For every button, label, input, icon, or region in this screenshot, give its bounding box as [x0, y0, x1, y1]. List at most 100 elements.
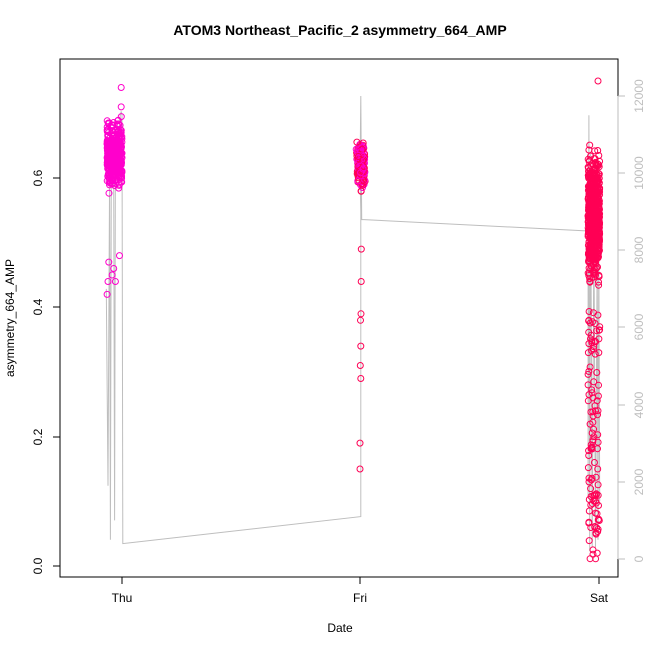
data-point	[585, 193, 592, 201]
right-y-axis: 0 2000 4000 6000 8000 10000 12000	[617, 79, 646, 562]
data-point	[116, 121, 124, 129]
data-point	[585, 308, 593, 315]
data-point	[116, 147, 124, 155]
data-point	[585, 452, 593, 459]
data-point	[594, 528, 602, 535]
data-point	[113, 121, 121, 129]
data-point	[590, 343, 598, 351]
data-point	[118, 172, 126, 180]
data-point	[592, 338, 600, 346]
data-point	[108, 271, 116, 279]
left-y-tick-label-3: 0.6	[31, 169, 45, 186]
data-point	[103, 117, 111, 125]
data-point	[595, 381, 602, 389]
data-point	[591, 166, 599, 174]
data-point	[356, 362, 364, 369]
data-point	[105, 153, 113, 161]
data-point	[356, 465, 364, 473]
data-point	[592, 175, 600, 183]
data-point	[584, 381, 592, 389]
data-point	[590, 165, 598, 173]
data-point	[357, 245, 365, 253]
data-point	[595, 152, 603, 159]
data-point	[591, 203, 599, 211]
data-point	[594, 147, 602, 154]
data-point	[115, 137, 123, 145]
data-point	[104, 161, 112, 169]
data-point	[355, 157, 363, 165]
left-y-tick-label-0: 0.0	[31, 557, 45, 574]
data-point	[586, 141, 594, 149]
y-axis-label: asymmetry_664_AMP	[3, 259, 17, 377]
data-point	[595, 281, 603, 289]
data-point	[356, 439, 364, 447]
data-point	[356, 148, 364, 156]
data-point	[595, 278, 602, 286]
data-point	[360, 156, 367, 164]
data-point	[595, 515, 603, 523]
data-point	[593, 549, 601, 557]
data-point	[105, 119, 113, 127]
data-point	[584, 349, 592, 357]
data-point	[594, 481, 602, 489]
data-point	[116, 180, 123, 188]
data-point	[585, 507, 593, 515]
data-point	[589, 394, 597, 402]
data-point	[114, 128, 121, 136]
data-point	[591, 252, 599, 260]
data-point	[104, 278, 112, 285]
data-point	[595, 253, 602, 261]
data-point	[357, 278, 365, 285]
data-point	[593, 369, 601, 376]
data-point	[590, 433, 598, 441]
data-point	[584, 212, 592, 219]
data-point	[585, 316, 593, 324]
left-y-axis: 0.0 0.2 0.4 0.6	[31, 169, 61, 574]
data-point	[591, 260, 599, 268]
data-point	[109, 145, 117, 153]
data-point	[594, 311, 602, 319]
data-point	[117, 103, 125, 111]
data-point	[585, 328, 593, 336]
data-point	[357, 375, 365, 382]
data-point	[588, 389, 596, 397]
data-point	[357, 169, 365, 177]
data-point	[594, 411, 601, 419]
right-y-tick-label-5: 10000	[632, 156, 646, 190]
data-point	[594, 77, 602, 85]
data-point	[357, 342, 365, 350]
data-point	[588, 445, 596, 453]
right-y-tick-label-4: 8000	[632, 236, 646, 263]
data-point	[585, 368, 593, 375]
data-point	[592, 185, 600, 193]
data-point	[592, 491, 600, 499]
data-point	[591, 241, 599, 248]
data-point	[585, 519, 593, 527]
data-point	[585, 269, 593, 277]
data-point	[595, 502, 602, 509]
data-point	[105, 128, 113, 136]
data-point	[587, 444, 595, 452]
data-point	[117, 84, 125, 91]
data-point	[585, 146, 593, 154]
data-point	[357, 187, 365, 195]
data-point	[587, 485, 595, 493]
data-point	[589, 436, 597, 444]
data-point	[595, 218, 603, 225]
data-point	[590, 459, 598, 466]
data-point	[595, 326, 603, 334]
chart-title: ATOM3 Northeast_Pacific_2 asymmetry_664_…	[173, 22, 506, 38]
data-point	[595, 233, 603, 241]
data-point	[117, 129, 125, 137]
data-point	[103, 140, 111, 148]
data-point	[357, 316, 364, 324]
data-point	[592, 407, 599, 415]
data-point	[112, 154, 120, 162]
data-point	[590, 378, 598, 386]
left-y-tick-label-1: 0.2	[31, 428, 45, 445]
right-y-tick-label-3: 6000	[632, 313, 646, 340]
data-point	[592, 509, 599, 517]
data-point	[588, 386, 596, 394]
data-point	[586, 278, 594, 285]
data-point	[594, 465, 602, 473]
